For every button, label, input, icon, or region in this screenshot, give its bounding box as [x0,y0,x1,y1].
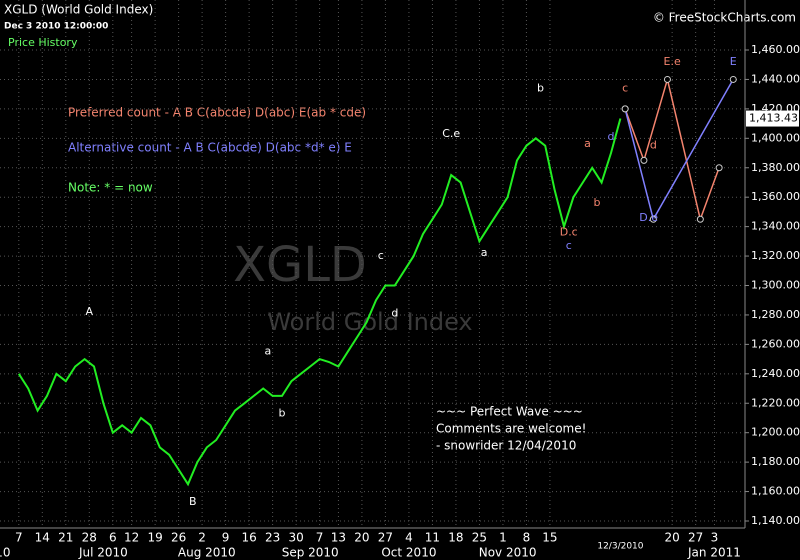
month-label: Oct 2010 [381,546,436,560]
cursor-date: 12/3/2010 [597,542,643,552]
last-price-box [746,110,799,127]
projection-point [621,105,629,113]
wave-label: a [584,137,591,150]
month-label: Sep 2010 [282,546,339,560]
x-tick-label: 26 [171,531,186,545]
projection-point [715,164,723,172]
wave-label: B [189,495,197,508]
y-tick-label: 1,220.00 [751,396,800,409]
projection-point [696,215,704,223]
x-tick-label: 15 [542,531,557,545]
y-tick-label: 1,200.00 [751,426,800,439]
price-line [17,118,622,487]
y-tick-label: 1,380.00 [751,161,800,174]
wave-label: E.e [664,55,681,68]
x-tick-label: 27 [378,531,393,545]
x-tick-label: 1 [499,531,507,545]
wave-label: d [608,130,615,143]
wave-label: b [593,196,600,209]
month-label: Jan 2011 [687,546,741,560]
y-tick-label: 1,280.00 [751,308,800,321]
y-tick-label: 1,320.00 [751,249,800,262]
wave-label: d [650,139,657,152]
x-tick-label: 20 [354,531,369,545]
x-tick-label: 2 [198,531,206,545]
preferred-count: Preferred count - A B C(abcde) D(abc) E(… [68,106,366,120]
wave-label: d [391,306,398,319]
watermark-symbol: XGLD [233,237,367,293]
y-tick-label: 1,340.00 [751,220,800,233]
comment: ~~~ Perfect Wave ~~~ [436,405,583,419]
note: Note: * = now [68,181,153,195]
projection-line [624,76,720,222]
x-tick-label: 7 [15,531,23,545]
wave-label: c [378,249,384,262]
x-tick-label: 7 [316,531,324,545]
wave-label: c [566,239,572,252]
y-tick-label: 1,160.00 [751,485,800,498]
x-tick-label: 20 [665,531,680,545]
y-tick-label: 1,260.00 [751,337,800,350]
projection-point [649,215,657,223]
x-tick-label: 19 [147,531,162,545]
symbol-title: XGLD (World Gold Index) [4,3,153,17]
x-tick-label: 3 [711,531,719,545]
y-tick-label: 1,400.00 [751,131,800,144]
wave-label: A [86,305,94,318]
y-tick-label: 1,440.00 [751,72,800,85]
last-price: 1,413.43 [749,112,798,125]
wave-label: E [730,55,737,68]
wave-label: D.e [639,211,658,224]
comment: Comments are welcome! [436,422,586,436]
x-tick-label: 14 [35,531,50,545]
x-tick-label: 11 [425,531,440,545]
month-label: 2010 [0,546,11,560]
y-tick-label: 1,460.00 [751,43,800,56]
y-tick-label: 1,360.00 [751,190,800,203]
month-label: Jul 2010 [78,546,128,560]
month-label: Aug 2010 [178,546,236,560]
y-tick-label: 1,300.00 [751,279,800,292]
copyright: © FreeStockCharts.com [653,11,796,25]
x-tick-label: 21 [58,531,73,545]
x-tick-label: 25 [472,531,487,545]
x-tick-label: 27 [688,531,703,545]
x-tick-label: 13 [331,531,346,545]
x-tick-label: 28 [82,531,97,545]
wave-label: c [622,81,628,94]
x-tick-label: 18 [448,531,463,545]
x-tick-label: 9 [222,531,230,545]
wave-label: a [481,246,488,259]
x-tick-label: 12 [124,531,139,545]
projection-point [729,75,737,83]
y-tick-label: 1,140.00 [751,514,800,527]
wave-label: a [265,345,272,358]
wave-label: C.e [442,127,460,140]
alternative-count: Alternative count - A B C(abcde) D(abc *… [68,141,352,155]
wave-label: D.c [560,226,578,239]
wave-label: b [537,81,544,94]
month-label: Nov 2010 [479,546,537,560]
comment: - snowrider 12/04/2010 [436,439,576,453]
panel-label: Price History [8,36,78,49]
datetime: Dec 3 2010 12:00:00 [4,22,108,32]
projection-point [663,75,671,83]
x-tick-label: 4 [405,531,413,545]
x-tick-label: 30 [288,531,303,545]
x-tick-label: 6 [109,531,117,545]
y-tick-label: 1,240.00 [751,367,800,380]
x-tick-label: 23 [265,531,280,545]
x-tick-label: 16 [241,531,256,545]
projection-line [624,79,734,222]
y-tick-label: 1,180.00 [751,455,800,468]
projection-point [640,156,648,164]
wave-label: b [279,407,286,420]
x-tick-label: 8 [523,531,531,545]
